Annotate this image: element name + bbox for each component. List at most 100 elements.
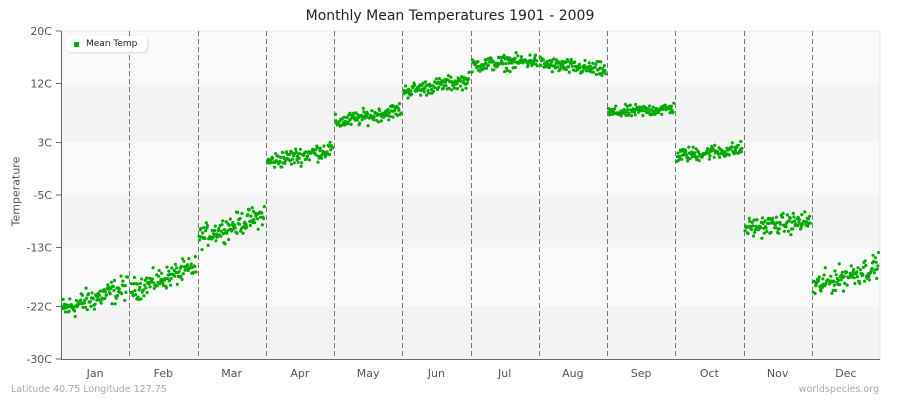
data-point bbox=[334, 119, 338, 123]
data-point bbox=[696, 150, 701, 154]
data-point bbox=[443, 80, 447, 84]
data-point bbox=[812, 280, 817, 284]
data-point bbox=[299, 164, 303, 168]
data-point bbox=[228, 217, 232, 221]
data-point bbox=[152, 286, 156, 290]
data-point bbox=[708, 154, 712, 158]
data-point bbox=[288, 152, 292, 156]
data-point bbox=[832, 279, 836, 283]
data-point bbox=[840, 270, 844, 274]
background-band bbox=[61, 31, 880, 84]
data-point bbox=[318, 149, 322, 153]
data-point bbox=[300, 161, 304, 165]
y-tick-label: 12C bbox=[30, 77, 52, 90]
data-point bbox=[112, 278, 117, 283]
data-point bbox=[684, 153, 689, 157]
data-point bbox=[817, 277, 821, 282]
data-point bbox=[855, 270, 859, 274]
data-point bbox=[455, 82, 459, 86]
data-point bbox=[156, 274, 161, 278]
data-point bbox=[298, 152, 302, 156]
data-point bbox=[695, 155, 699, 159]
data-point bbox=[808, 221, 812, 225]
data-point bbox=[449, 75, 453, 79]
data-point bbox=[863, 259, 867, 263]
data-point bbox=[175, 282, 179, 286]
data-point bbox=[750, 227, 754, 232]
data-point bbox=[506, 68, 510, 73]
data-point bbox=[612, 107, 617, 111]
data-point bbox=[626, 108, 630, 112]
data-point bbox=[599, 60, 603, 64]
data-point bbox=[206, 243, 210, 247]
data-point bbox=[754, 224, 758, 228]
data-point bbox=[769, 230, 773, 234]
data-point bbox=[297, 156, 301, 160]
data-point bbox=[200, 248, 204, 252]
data-point bbox=[743, 229, 747, 233]
data-point bbox=[759, 225, 763, 229]
data-point bbox=[767, 221, 771, 225]
data-point bbox=[89, 304, 93, 308]
data-point bbox=[137, 288, 141, 292]
data-point bbox=[583, 58, 587, 63]
background-band bbox=[61, 142, 880, 195]
data-point bbox=[660, 112, 664, 116]
data-point bbox=[829, 274, 833, 278]
data-point bbox=[439, 82, 443, 86]
data-point bbox=[529, 58, 533, 62]
data-point bbox=[198, 238, 202, 242]
data-point bbox=[760, 216, 765, 220]
data-point bbox=[142, 294, 146, 298]
data-point bbox=[800, 213, 804, 217]
data-point bbox=[113, 302, 117, 306]
location-caption: Latitude 40.75 Longitude 127.75 bbox=[11, 384, 167, 395]
data-point bbox=[676, 151, 680, 155]
data-point bbox=[852, 267, 856, 272]
data-point bbox=[502, 53, 506, 58]
data-point bbox=[831, 288, 835, 293]
data-point bbox=[486, 63, 490, 67]
data-point bbox=[322, 144, 326, 148]
y-tick-label: -5C bbox=[33, 189, 52, 202]
data-point bbox=[298, 147, 303, 151]
data-point bbox=[771, 216, 775, 220]
data-point bbox=[194, 270, 198, 274]
data-point bbox=[361, 106, 365, 110]
data-point bbox=[123, 298, 127, 302]
data-point bbox=[352, 111, 356, 115]
data-point bbox=[314, 153, 318, 157]
data-point bbox=[591, 70, 596, 74]
data-point bbox=[764, 226, 768, 230]
data-point bbox=[386, 107, 390, 112]
data-point bbox=[199, 227, 203, 231]
data-point bbox=[833, 269, 837, 273]
data-point bbox=[92, 307, 97, 311]
mean-temp-series bbox=[60, 51, 881, 319]
data-point bbox=[499, 56, 503, 60]
x-tick-label-mar: Mar bbox=[221, 367, 242, 380]
data-point bbox=[587, 61, 591, 65]
data-point bbox=[792, 219, 797, 223]
data-point bbox=[806, 224, 810, 228]
data-point bbox=[217, 226, 221, 231]
data-point bbox=[442, 86, 446, 90]
data-point bbox=[253, 221, 257, 225]
data-point bbox=[358, 121, 362, 125]
data-point bbox=[872, 271, 876, 275]
data-point bbox=[140, 277, 144, 281]
data-point bbox=[598, 66, 602, 70]
data-point bbox=[219, 229, 223, 233]
data-point bbox=[187, 257, 191, 261]
data-point bbox=[115, 294, 120, 298]
data-point bbox=[789, 233, 793, 237]
data-point bbox=[820, 285, 824, 290]
data-point bbox=[134, 293, 138, 297]
data-point bbox=[454, 79, 458, 83]
data-point bbox=[624, 113, 628, 117]
data-point bbox=[823, 266, 827, 270]
data-point bbox=[80, 293, 84, 297]
data-point bbox=[634, 102, 638, 107]
data-point bbox=[750, 220, 754, 224]
